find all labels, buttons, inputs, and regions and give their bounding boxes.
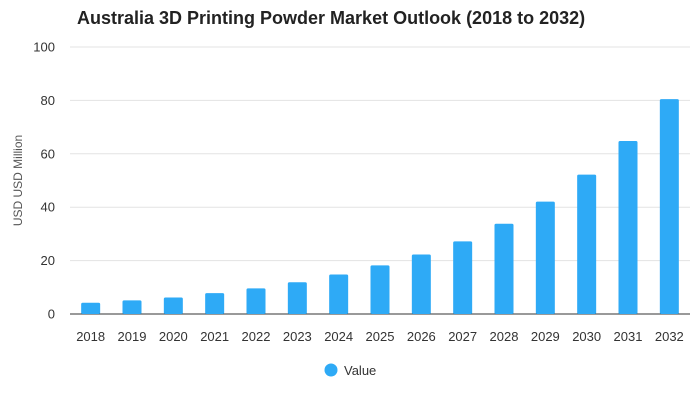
bar	[205, 293, 225, 314]
y-tick-label: 80	[41, 93, 55, 108]
bar	[535, 201, 555, 314]
y-tick-label: 60	[41, 146, 55, 161]
bar	[122, 300, 142, 314]
x-tick-label: 2023	[283, 329, 312, 344]
x-tick-label: 2031	[614, 329, 643, 344]
y-tick-label: 20	[41, 253, 55, 268]
x-tick-label: 2028	[490, 329, 519, 344]
bar	[287, 282, 307, 314]
x-tick-label: 2029	[531, 329, 560, 344]
bar	[329, 274, 349, 314]
x-tick-label: 2025	[366, 329, 395, 344]
x-tick-label: 2021	[200, 329, 229, 344]
chart-title: Australia 3D Printing Powder Market Outl…	[77, 8, 586, 28]
x-tick-label: 2018	[76, 329, 105, 344]
bar	[81, 302, 101, 314]
x-tick-label: 2032	[655, 329, 684, 344]
y-tick-label: 0	[48, 307, 55, 322]
bar	[411, 254, 431, 314]
x-tick-label: 2022	[242, 329, 271, 344]
legend-label: Value	[344, 363, 376, 378]
y-tick-label: 100	[33, 40, 55, 55]
bar	[577, 174, 597, 314]
x-tick-label: 2019	[118, 329, 147, 344]
y-axis-title: USD USD Million	[11, 135, 25, 226]
bar	[246, 288, 266, 314]
legend-marker	[324, 363, 338, 377]
bar	[370, 265, 390, 314]
bar	[494, 223, 514, 314]
bar	[618, 140, 638, 314]
x-tick-label: 2027	[448, 329, 477, 344]
bar	[453, 241, 473, 314]
y-tick-label: 40	[41, 200, 55, 215]
bar	[163, 297, 183, 314]
bar	[659, 99, 679, 314]
x-tick-label: 2020	[159, 329, 188, 344]
x-tick-label: 2030	[572, 329, 601, 344]
x-tick-label: 2026	[407, 329, 436, 344]
x-tick-label: 2024	[324, 329, 353, 344]
